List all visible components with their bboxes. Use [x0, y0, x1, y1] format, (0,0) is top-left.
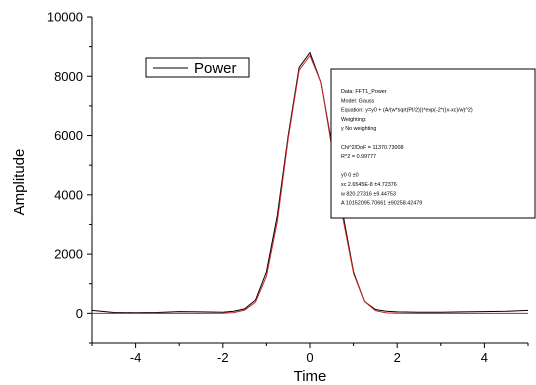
fit-result-line: w 820.27316 ±9.44753 [340, 191, 396, 197]
fit-result-line: Equation: y=y0 + (A/(w*sqrt(PI/2)))*exp(… [341, 108, 473, 114]
fit-result-line: Chi^2/DoF = 11370.73008 [341, 145, 404, 151]
y-tick-label: 0 [76, 306, 83, 321]
fit-result-line: Model: Gauss [341, 98, 375, 104]
series-line-gauss-fit [92, 54, 528, 314]
y-tick-label: 2000 [54, 247, 83, 262]
fit-result-line: Weighting: [341, 117, 366, 123]
y-tick-label: 4000 [54, 187, 83, 202]
x-tick-label: 4 [481, 350, 488, 365]
x-tick-label: 2 [394, 350, 401, 365]
x-tick-label: -2 [217, 350, 229, 365]
legend: Power [145, 57, 250, 78]
y-tick-label: 6000 [54, 128, 83, 143]
y-tick-label: 10000 [47, 10, 83, 25]
x-tick-label: -4 [130, 350, 142, 365]
x-axis-title: Time [294, 368, 327, 385]
fit-result-line: A 10152095.70661 ±90258.42479 [341, 201, 422, 207]
fit-result-line: Data: FFT1_Power [341, 89, 387, 95]
legend-box [145, 57, 250, 78]
fit-result-line: y No weighting [341, 126, 376, 132]
y-tick-label: 8000 [54, 69, 83, 84]
y-axis-title: Amplitude [11, 149, 28, 216]
series-layer [91, 51, 529, 314]
series-line-power [91, 51, 529, 314]
fit-results-box: Data: FFT1_Power Model: Gauss Equation: y=… [330, 68, 536, 219]
fit-result-line: R^2 = 0.99777 [341, 154, 376, 160]
fit-result-line: xc 2.6545E-8 ±4.72376 [341, 182, 397, 188]
fit-results-frame [330, 68, 536, 219]
legend-label-power: Power [194, 60, 237, 77]
fit-result-line: y0 0 ±0 [341, 173, 359, 179]
ticks-layer: 0 2000 4000 6000 8000 10000 -4 -2 0 2 4 [47, 10, 529, 365]
x-tick-label: 0 [306, 350, 313, 365]
